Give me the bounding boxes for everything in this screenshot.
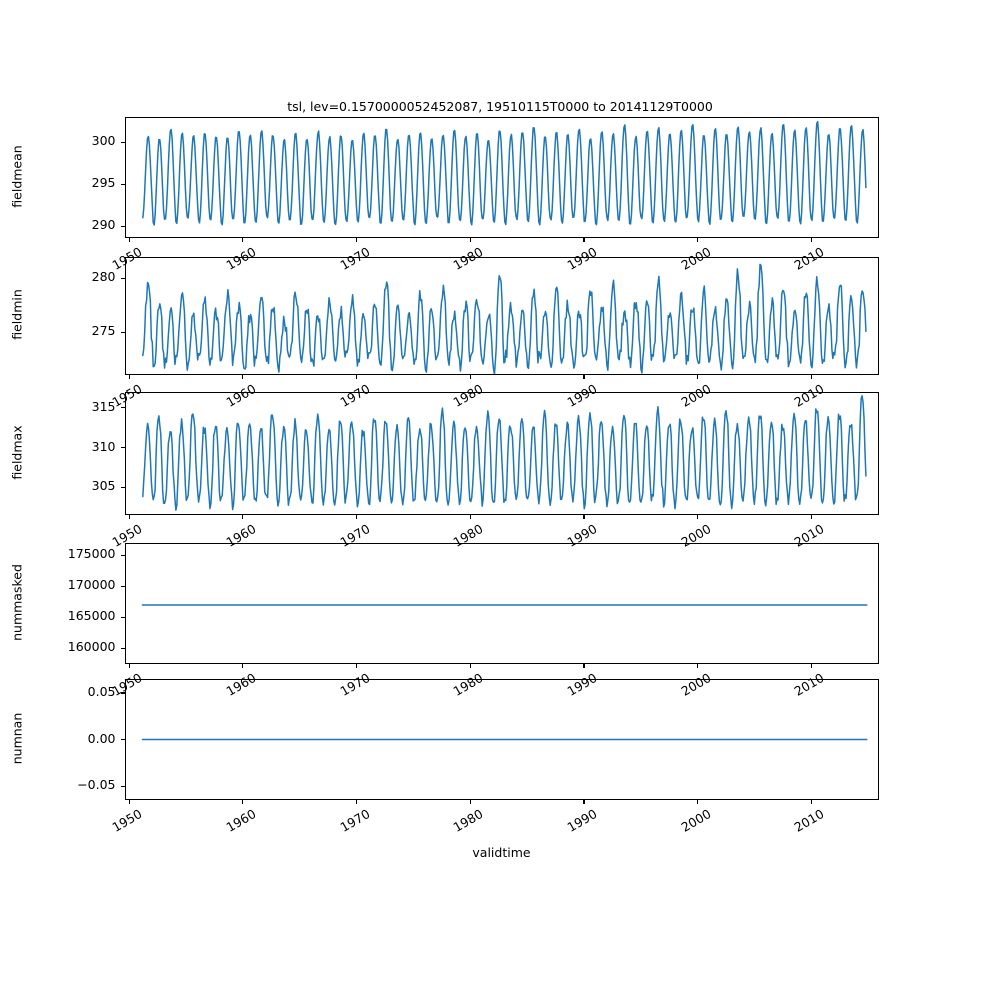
y-tick-label: 165000 [67, 608, 116, 624]
plot-area-fieldmin [141, 263, 867, 374]
plot-panel-fieldmin [124, 257, 879, 375]
y-tick-mark [120, 407, 125, 409]
y-tick-label: 275 [91, 323, 116, 339]
y-axis-label-fieldmax: fieldmax [9, 424, 24, 480]
x-tick-mark [697, 515, 699, 519]
x-tick-label: 2000 [678, 806, 714, 835]
x-tick-mark [128, 664, 130, 668]
x-tick-mark [469, 375, 471, 379]
plot-area-fieldmean [141, 120, 867, 226]
y-tick-mark [120, 225, 125, 227]
y-tick-mark [120, 277, 125, 280]
x-tick-mark [583, 515, 585, 519]
y-tick-mark [120, 486, 125, 488]
x-tick-mark [697, 238, 699, 242]
x-tick-mark [242, 515, 244, 519]
y-tick-label: 300 [91, 133, 116, 149]
y-tick-mark [120, 554, 125, 556]
y-tick-label: 315 [91, 398, 116, 414]
data-line-fieldmax [141, 395, 867, 511]
x-tick-mark [697, 664, 699, 668]
y-tick-mark [120, 647, 125, 650]
y-tick-mark [120, 183, 125, 185]
y-axis-label-numnan: numnan [9, 712, 24, 764]
x-tick-mark [583, 375, 585, 379]
plot-panel-nummasked [124, 543, 879, 664]
y-tick-mark [120, 331, 125, 333]
figure-title: tsl, lev=0.1570000052452087, 19510115T00… [287, 99, 713, 114]
plot-area-fieldmax [141, 395, 867, 511]
x-tick-mark [583, 238, 585, 242]
x-tick-mark [128, 515, 130, 519]
x-tick-mark [356, 515, 358, 519]
data-line-fieldmean [141, 120, 867, 226]
plot-area-numnan [141, 738, 868, 741]
y-tick-label: 0.00 [87, 730, 116, 746]
x-tick-mark [810, 800, 812, 804]
y-tick-label: 280 [91, 269, 116, 285]
x-tick-label: 1990 [564, 806, 600, 835]
x-tick-mark [128, 800, 130, 804]
x-tick-mark [469, 800, 471, 804]
x-tick-mark [356, 800, 358, 804]
x-tick-label: 2010 [791, 806, 827, 835]
x-tick-mark [810, 238, 812, 242]
y-tick-label: 170000 [67, 577, 116, 593]
x-tick-mark [356, 375, 358, 379]
y-tick-mark [120, 141, 125, 143]
data-line-fieldmin [141, 263, 867, 374]
plot-area-nummasked [141, 604, 868, 606]
x-tick-mark [128, 375, 130, 379]
x-tick-mark [356, 664, 358, 668]
x-tick-mark [242, 800, 244, 804]
x-tick-mark [810, 664, 812, 668]
y-tick-label: 310 [91, 438, 116, 454]
x-tick-mark [128, 238, 130, 242]
y-tick-label: −0.05 [77, 777, 116, 793]
y-tick-label: 160000 [67, 639, 116, 655]
y-tick-mark [120, 585, 125, 588]
x-tick-mark [469, 664, 471, 668]
y-tick-mark [120, 447, 125, 449]
y-tick-mark [120, 739, 125, 741]
x-axis-label: validtime [472, 845, 531, 860]
x-tick-mark [583, 800, 585, 804]
x-tick-label: 1960 [223, 806, 259, 835]
y-tick-label: 295 [91, 175, 116, 191]
y-tick-label: 305 [91, 478, 116, 494]
x-tick-mark [356, 238, 358, 242]
x-tick-mark [242, 375, 244, 379]
y-tick-label: 0.05 [87, 683, 116, 699]
y-tick-mark [120, 785, 125, 787]
x-tick-mark [469, 515, 471, 519]
x-tick-mark [810, 515, 812, 519]
y-tick-mark [120, 692, 125, 694]
x-tick-label: 1980 [450, 806, 486, 835]
y-tick-label: 290 [91, 217, 116, 233]
x-tick-label: 1970 [336, 806, 372, 835]
x-tick-mark [697, 375, 699, 379]
x-tick-mark [242, 664, 244, 668]
x-tick-mark [469, 238, 471, 242]
x-tick-mark [583, 664, 585, 668]
y-tick-mark [120, 616, 125, 619]
plot-panel-fieldmean [124, 117, 879, 238]
x-tick-mark [697, 800, 699, 804]
x-tick-mark [242, 238, 244, 242]
y-tick-label: 175000 [67, 546, 116, 562]
plot-panel-numnan [124, 679, 879, 800]
x-tick-mark [810, 375, 812, 379]
plot-panel-fieldmax [124, 392, 879, 515]
